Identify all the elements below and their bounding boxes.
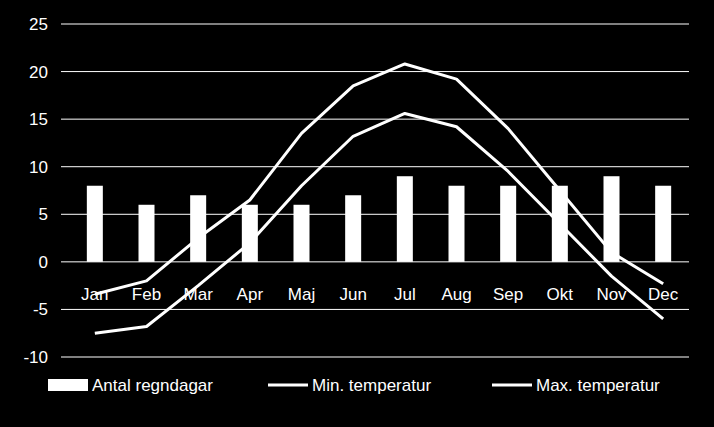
x-tick-label: Dec [648, 285, 679, 304]
bar [139, 205, 155, 262]
plot-area [87, 64, 671, 333]
x-tick-label: Maj [288, 285, 315, 304]
line [95, 64, 663, 294]
grid-line [61, 71, 689, 72]
bar [242, 205, 258, 262]
legend-swatch [268, 384, 308, 387]
grid-line [61, 309, 689, 310]
x-tick-label: Jan [81, 285, 108, 304]
legend-swatch [492, 384, 532, 387]
bar [655, 186, 671, 262]
legend-label: Antal regndagar [92, 376, 213, 395]
x-tick-label: Mar [184, 285, 214, 304]
grid-line [61, 214, 689, 215]
y-tick-label: 5 [39, 205, 48, 224]
y-tick-label: 15 [29, 110, 48, 129]
grid-line [61, 24, 689, 25]
bar [604, 176, 620, 262]
x-tick-label: Jun [339, 285, 366, 304]
chart: -10 -5 0 5 10 15 20 25 Jan Feb Mar Apr Maj Jun Jul Aug S… [0, 0, 714, 427]
y-tick-label: 20 [29, 63, 48, 82]
x-tick-label: Feb [132, 285, 161, 304]
x-tick-label: Nov [596, 285, 627, 304]
x-tick-label: Aug [441, 285, 471, 304]
x-tick-label: Sep [493, 285, 523, 304]
y-tick-label: 10 [29, 158, 48, 177]
grid-line [61, 119, 689, 120]
bar [294, 205, 310, 262]
y-tick-label: -10 [23, 348, 48, 367]
line [95, 113, 663, 333]
x-tick-label: Jul [394, 285, 416, 304]
y-tick-label: -5 [33, 300, 48, 319]
bar [500, 186, 516, 262]
bar [449, 186, 465, 262]
legend-swatch [48, 379, 88, 391]
legend-label: Min. temperatur [312, 376, 431, 395]
bar [345, 195, 361, 262]
x-tick-label: Apr [237, 285, 264, 304]
x-tick-label: Okt [547, 285, 574, 304]
y-tick-label: 25 [29, 15, 48, 34]
grid-line [61, 166, 689, 167]
bar [87, 186, 103, 262]
grid-line [61, 357, 689, 358]
bar [397, 176, 413, 262]
bar [190, 195, 206, 262]
legend-label: Max. temperatur [536, 376, 660, 395]
y-tick-label: 0 [39, 253, 48, 272]
grid-line [61, 261, 689, 262]
